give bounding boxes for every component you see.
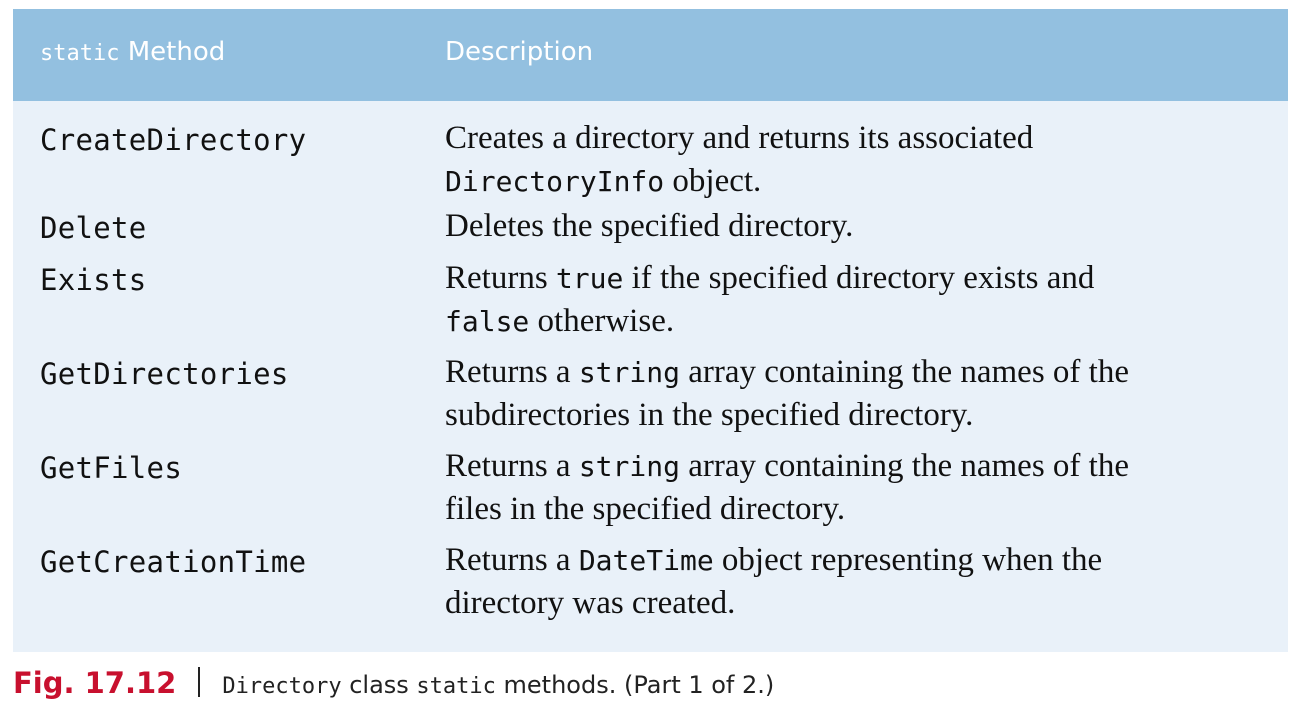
method-name: CreateDirectory (40, 123, 307, 157)
method-name: Delete (40, 211, 147, 245)
description-line: Creates a directory and returns its asso… (445, 120, 1034, 156)
table-header: static Method Description (13, 9, 1288, 101)
description-line: directory was created. (445, 585, 736, 621)
method-name: Exists (40, 263, 147, 297)
method-name: GetFiles (40, 451, 183, 485)
description-line: false otherwise. (445, 300, 1275, 343)
code-token: true (555, 262, 624, 295)
method-description: Returns a string array containing the na… (445, 445, 1275, 531)
method-description: Returns a string array containing the na… (445, 351, 1275, 437)
figure-caption: Fig. 17.12 Directory class static methods… (13, 666, 774, 706)
code-token: string (578, 450, 680, 483)
caption-static-code: static (416, 674, 496, 699)
description-line: Returns a string array containing the na… (445, 351, 1275, 394)
method-description: Returns true if the specified directory … (445, 257, 1275, 343)
description-text: Returns a (445, 542, 579, 578)
description-text: Returns a (445, 354, 579, 390)
code-token: DirectoryInfo (445, 165, 665, 198)
description-text: array containing the names of the (679, 448, 1129, 484)
description-line: DirectoryInfo object. (445, 160, 1275, 203)
caption-class-code: Directory (222, 674, 342, 699)
caption-text-mid: class (341, 671, 417, 699)
caption-separator (198, 667, 201, 697)
figure-label: Fig. 17.12 (13, 666, 177, 700)
caption-text-end: methods. (Part 1 of 2.) (495, 671, 775, 699)
description-line: Deletes the specified directory. (445, 208, 854, 244)
description-text: array containing the names of the (679, 354, 1129, 390)
code-token: false (445, 305, 530, 338)
method-description: Creates a directory and returns its asso… (445, 117, 1275, 203)
code-token: string (578, 356, 680, 389)
caption-text: Directory class static methods. (Part 1 … (222, 671, 774, 699)
description-text: if the specified directory exists and (623, 260, 1095, 296)
header-description: Description (445, 37, 594, 67)
code-token: DateTime (578, 544, 714, 577)
description-text: Returns (445, 260, 556, 296)
description-text: object representing when the (713, 542, 1103, 578)
description-line: subdirectories in the specified director… (445, 397, 974, 433)
header-static-code: static (40, 41, 120, 66)
method-name: GetCreationTime (40, 545, 307, 579)
description-line: Returns true if the specified directory … (445, 257, 1275, 300)
method-description: Returns a DateTime object representing w… (445, 539, 1275, 625)
description-line: Returns a DateTime object representing w… (445, 539, 1275, 582)
header-method: static Method (40, 37, 225, 67)
method-description: Deletes the specified directory. (445, 205, 1275, 248)
header-method-label: Method (127, 37, 226, 67)
description-line: Returns a string array containing the na… (445, 445, 1275, 488)
methods-table: static Method Description CreateDirector… (13, 9, 1288, 652)
method-name: GetDirectories (40, 357, 289, 391)
description-line: files in the specified directory. (445, 491, 846, 527)
description-text: Returns a (445, 448, 579, 484)
description-text: otherwise. (529, 303, 675, 339)
description-text: object. (664, 163, 762, 199)
